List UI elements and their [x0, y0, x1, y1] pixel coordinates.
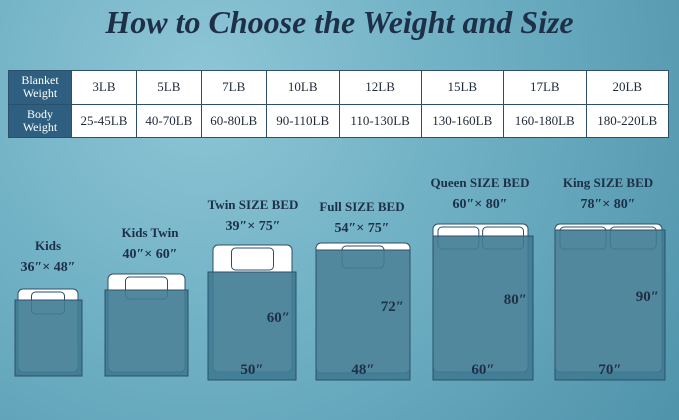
table-cell: 7LB [200, 70, 267, 105]
bed-name: Kids [35, 238, 61, 253]
table-cell: 10LB [265, 70, 340, 105]
table-cell: 90-110LB [265, 103, 340, 138]
bed-size: 39″× 75″ [226, 219, 281, 234]
bed-size: 36″× 48″ [21, 260, 76, 275]
table-cell: 25-45LB [71, 103, 137, 138]
bed-size: 54″× 75″ [335, 221, 390, 236]
bed-name: Queen SIZE BED [431, 175, 530, 190]
table-cell: 12LB [338, 70, 422, 105]
bed-name: Twin SIZE BED [208, 197, 299, 212]
blanket [104, 289, 189, 377]
bed-size: 40″× 60″ [123, 247, 178, 262]
table-cell: 130-160LB [420, 103, 505, 138]
table-cell: 110-130LB [338, 103, 422, 138]
row-header: Blanket Weight [8, 70, 72, 105]
blanket [14, 299, 83, 377]
bed-name: Full SIZE BED [319, 199, 404, 214]
bed-size: 78″× 80″ [581, 197, 636, 212]
blanket-height: 90″ [636, 289, 659, 305]
blanket [554, 229, 666, 381]
blanket-height: 72″ [381, 299, 404, 315]
table-cell: 5LB [135, 70, 202, 105]
title: How to Choose the Weight and Size [105, 4, 574, 40]
table-cell: 60-80LB [200, 103, 267, 138]
blanket-height: 60″ [267, 310, 290, 326]
blanket [207, 271, 297, 381]
weight-table: Blanket Weight 3LB 5LB 7LB 10LB 12LB 15LB 17LB 2… [8, 70, 669, 138]
table-cell: 17LB [503, 70, 587, 105]
table-cell: 40-70LB [135, 103, 202, 138]
blanket-height: 80″ [504, 292, 527, 308]
bed-size: 60″× 80″ [453, 197, 508, 212]
blanket-width: 48″ [351, 362, 374, 378]
table-row: Body Weight 25-45LB 40-70LB 60-80LB 90-110LB… [8, 103, 669, 138]
pillow [231, 247, 274, 271]
blanket [432, 235, 534, 381]
blanket-width: 60″ [471, 362, 494, 378]
bed-name: Kids Twin [122, 225, 180, 240]
table-cell: 180-220LB [585, 103, 669, 138]
table-row: Blanket Weight 3LB 5LB 7LB 10LB 12LB 15LB 17LB 2… [8, 70, 669, 105]
blanket-width: 70″ [598, 362, 621, 378]
row-header: Body Weight [8, 103, 72, 138]
blanket [315, 249, 411, 381]
blanket-width: 50″ [240, 362, 263, 378]
bed-name: King SIZE BED [563, 175, 653, 190]
table-cell: 160-180LB [503, 103, 587, 138]
